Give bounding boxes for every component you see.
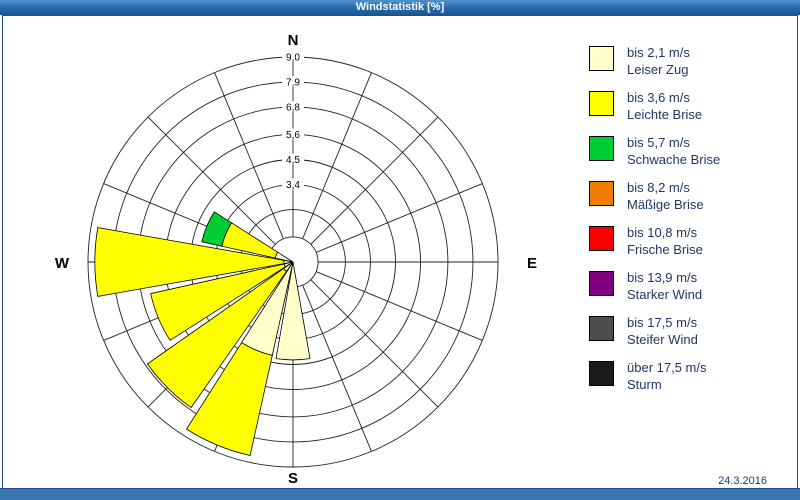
- legend-swatch-5: [589, 271, 614, 296]
- legend-speed: bis 17,5 m/s: [627, 315, 698, 330]
- wind-petal-segment: [201, 211, 233, 247]
- legend-item: bis 17,5 m/s Steifer Wind: [589, 314, 720, 361]
- ring-label: 6,8: [286, 103, 300, 114]
- wind-petal-segment: [150, 263, 286, 341]
- wind-petal-segment: [146, 267, 288, 409]
- grid-spoke: [214, 72, 284, 240]
- legend-label: bis 8,2 m/s Mäßige Brise: [627, 179, 704, 213]
- legend-swatch-6: [589, 316, 614, 341]
- ring-label-bg: [282, 76, 304, 88]
- legend-item: bis 5,7 m/s Schwache Brise: [589, 134, 720, 181]
- legend-swatch-1: [589, 91, 614, 116]
- date-label: 24.3.2016: [718, 475, 767, 487]
- legend-speed: über 17,5 m/s: [627, 360, 707, 375]
- grid-spoke: [315, 271, 483, 341]
- legend-speed: bis 3,6 m/s: [627, 90, 690, 105]
- compass-label-east: E: [526, 255, 537, 272]
- bottom-bar: [0, 488, 800, 500]
- window-title: Windstatistik [%]: [355, 1, 445, 13]
- wind-petal-segment: [275, 261, 311, 361]
- legend-item: bis 10,8 m/s Frische Brise: [589, 224, 720, 271]
- compass-label-south: S: [287, 470, 298, 487]
- grid-spoke: [147, 116, 276, 245]
- compass-label-west: W: [54, 255, 70, 272]
- ring-label-bg: [282, 153, 304, 165]
- legend-label: über 17,5 m/s Sturm: [627, 359, 707, 393]
- wind-petal-segment: [185, 342, 273, 456]
- legend-speed: bis 5,7 m/s: [627, 135, 690, 150]
- legend: bis 2,1 m/s Leiser Zug bis 3,6 m/s Leichte …: [589, 44, 720, 406]
- wind-rose-chart: 3,4 4,5 5,6 6,8 7,9 9,0: [87, 51, 499, 468]
- legend-speed: bis 8,2 m/s: [627, 180, 690, 195]
- legend-name: Mäßige Brise: [627, 197, 704, 212]
- grid-spoke: [310, 279, 439, 408]
- legend-swatch-2: [589, 136, 614, 161]
- legend-name: Steifer Wind: [627, 332, 698, 347]
- legend-name: Leichte Brise: [627, 107, 703, 122]
- title-bar: Windstatistik [%]: [0, 0, 800, 15]
- ring-label: 4,5: [286, 155, 300, 166]
- legend-label: bis 2,1 m/s Leiser Zug: [627, 44, 690, 78]
- ring-label-bg: [282, 128, 304, 140]
- legend-label: bis 13,9 m/s Starker Wind: [627, 269, 702, 303]
- legend-name: Frische Brise: [627, 242, 703, 257]
- ring-label: 5,6: [286, 130, 300, 141]
- legend-name: Leiser Zug: [627, 62, 689, 77]
- legend-speed: bis 13,9 m/s: [627, 270, 698, 285]
- ring-label-bg: [282, 101, 304, 113]
- legend-speed: bis 2,1 m/s: [627, 45, 690, 60]
- legend-item: bis 2,1 m/s Leiser Zug: [589, 44, 720, 91]
- ring-label: 7,9: [286, 78, 300, 89]
- grid-spoke: [315, 183, 483, 253]
- legend-item: bis 13,9 m/s Starker Wind: [589, 269, 720, 316]
- compass-label-north: N: [287, 32, 299, 49]
- ring-label: 3,4: [286, 180, 300, 191]
- legend-name: Schwache Brise: [627, 152, 721, 167]
- legend-name: Sturm: [627, 377, 662, 392]
- legend-item: bis 3,6 m/s Leichte Brise: [589, 89, 720, 136]
- ring-label: 9,0: [286, 53, 300, 64]
- legend-label: bis 17,5 m/s Steifer Wind: [627, 314, 698, 348]
- grid-spoke: [310, 116, 439, 245]
- legend-name: Starker Wind: [627, 287, 703, 302]
- grid-spoke: [302, 72, 372, 240]
- legend-swatch-7: [589, 361, 614, 386]
- wind-petal-segment: [94, 227, 285, 297]
- legend-label: bis 5,7 m/s Schwache Brise: [627, 134, 720, 168]
- grid-spoke: [302, 284, 372, 452]
- legend-speed: bis 10,8 m/s: [627, 225, 698, 240]
- legend-swatch-4: [589, 226, 614, 251]
- chart-area: 3,4 4,5 5,6 6,8 7,9 9,0 N E S W bis 2,1 m/s Le…: [2, 15, 798, 489]
- legend-swatch-0: [589, 46, 614, 71]
- legend-item: über 17,5 m/s Sturm: [589, 359, 720, 406]
- ring-label-bg: [282, 51, 304, 62]
- legend-label: bis 10,8 m/s Frische Brise: [627, 224, 703, 258]
- legend-label: bis 3,6 m/s Leichte Brise: [627, 89, 702, 123]
- ring-label-bg: [282, 178, 304, 190]
- legend-swatch-3: [589, 181, 614, 206]
- legend-item: bis 8,2 m/s Mäßige Brise: [589, 179, 720, 226]
